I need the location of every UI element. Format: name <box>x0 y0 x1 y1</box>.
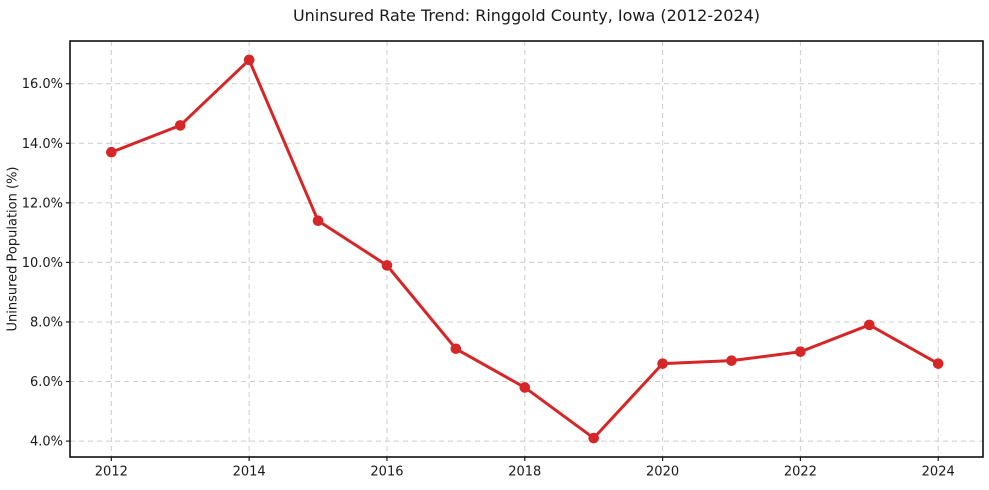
data-point-marker <box>381 260 393 271</box>
data-point-marker <box>243 54 255 66</box>
chart-title: Uninsured Rate Trend: Ringgold County, I… <box>292 6 761 25</box>
x-tick-label: 2020 <box>646 465 679 480</box>
y-tick-label: 6.0% <box>30 375 63 390</box>
data-point-marker <box>864 319 875 331</box>
plot-border <box>69 40 984 458</box>
y-tick-label: 14.0% <box>22 137 63 152</box>
data-point-marker <box>312 215 324 227</box>
x-tick-label: 2014 <box>233 465 266 480</box>
y-tick-label: 12.0% <box>22 196 63 211</box>
data-point-marker <box>932 358 944 369</box>
x-tick-label: 2012 <box>95 465 128 480</box>
x-tick-label: 2018 <box>508 465 541 480</box>
x-tick-label: 2016 <box>370 465 403 480</box>
data-point-marker <box>588 432 599 444</box>
data-point-marker <box>519 382 531 393</box>
data-point-marker <box>106 146 117 158</box>
y-tick-label: 10.0% <box>22 256 63 271</box>
data-point-marker <box>795 346 806 358</box>
y-tick-label: 16.0% <box>22 77 63 92</box>
data-point-marker <box>450 343 462 355</box>
y-tick-label: 8.0% <box>30 315 63 330</box>
x-tick-label: 2024 <box>922 465 955 480</box>
x-tick-label: 2022 <box>784 465 817 480</box>
data-point-marker <box>174 120 186 131</box>
y-tick-label: 4.0% <box>30 435 63 450</box>
data-point-marker <box>726 355 737 366</box>
data-point-marker <box>657 358 668 369</box>
